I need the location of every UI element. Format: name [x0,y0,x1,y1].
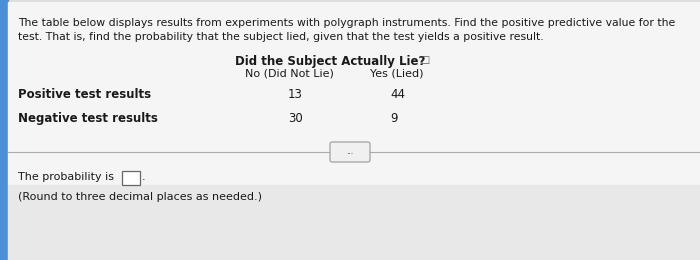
Text: test. That is, find the probability that the subject lied, given that the test y: test. That is, find the probability that… [18,32,544,42]
Bar [8,185,700,260]
FancyBboxPatch shape [122,171,140,185]
Text: Yes (Lied): Yes (Lied) [370,69,424,79]
FancyBboxPatch shape [330,142,370,162]
Text: (Round to three decimal places as needed.): (Round to three decimal places as needed… [18,192,262,202]
Text: The table below displays results from experiments with polygraph instruments. Fi: The table below displays results from ex… [18,18,676,28]
Text: 30: 30 [288,112,302,125]
Text: The probability is: The probability is [18,172,114,182]
Bar [8,2,700,185]
Text: 44: 44 [390,88,405,101]
Text: Did the Subject Actually Lie?: Did the Subject Actually Lie? [235,55,426,68]
Text: Negative test results: Negative test results [18,112,158,125]
Text: 9: 9 [390,112,398,125]
Text: Positive test results: Positive test results [18,88,151,101]
Text: □: □ [420,55,429,65]
Text: .: . [142,172,146,182]
Bar [0,0,8,260]
Text: 13: 13 [288,88,303,101]
Text: ...: ... [346,147,354,157]
Text: No (Did Not Lie): No (Did Not Lie) [245,69,334,79]
